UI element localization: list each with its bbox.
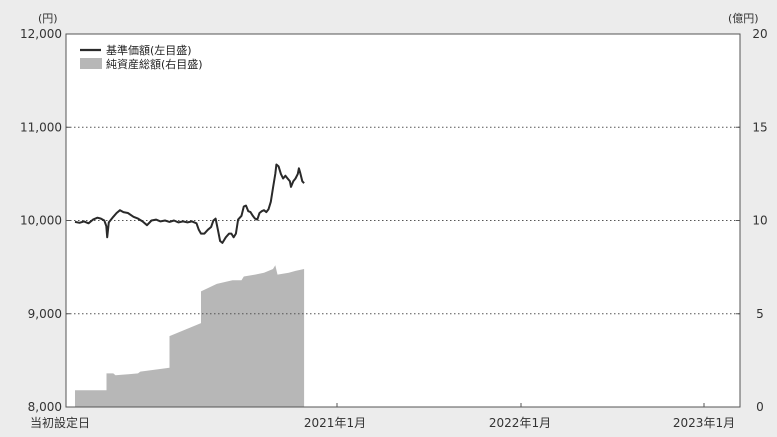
left-tick-label: 9,000 bbox=[28, 307, 62, 321]
left-tick-label: 11,000 bbox=[20, 120, 62, 134]
legend-area-swatch bbox=[80, 58, 102, 69]
x-tick-label: 2022年1月 bbox=[489, 416, 551, 430]
left-axis-unit: (円) bbox=[38, 12, 58, 25]
right-tick-label: 20 bbox=[752, 27, 767, 41]
left-tick-label: 8,000 bbox=[28, 400, 62, 414]
assets-area-layer bbox=[75, 265, 305, 407]
series-nav-line bbox=[74, 163, 305, 244]
left-tick-label: 10,000 bbox=[20, 214, 62, 228]
legend-label-nav: 基準価額(左目盛) bbox=[106, 43, 192, 57]
legend-label-assets: 純資産総額(右目盛) bbox=[106, 57, 203, 71]
right-axis-unit: (億円) bbox=[728, 12, 759, 25]
right-tick-label: 0 bbox=[756, 400, 764, 414]
x-tick-label: 2023年1月 bbox=[673, 416, 735, 430]
x-tick-label: 2021年1月 bbox=[304, 416, 366, 430]
legend: 基準価額(左目盛) 純資産総額(右目盛) bbox=[80, 43, 203, 71]
left-axis-ticks: 8,000 9,000 10,000 11,000 12,000 bbox=[20, 27, 70, 414]
x-axis-ticks: 当初設定日 2021年1月 2022年1月 2023年1月 bbox=[30, 403, 735, 430]
right-tick-label: 15 bbox=[752, 120, 767, 134]
series-assets-area bbox=[75, 265, 305, 407]
right-tick-label: 5 bbox=[756, 307, 764, 321]
gridlines bbox=[66, 126, 740, 315]
nav-line-layer bbox=[74, 163, 305, 244]
right-tick-label: 10 bbox=[752, 214, 767, 228]
left-tick-label: 12,000 bbox=[20, 27, 62, 41]
x-tick-label: 当初設定日 bbox=[30, 415, 90, 430]
right-axis-ticks: 0 5 10 15 20 bbox=[736, 27, 768, 414]
